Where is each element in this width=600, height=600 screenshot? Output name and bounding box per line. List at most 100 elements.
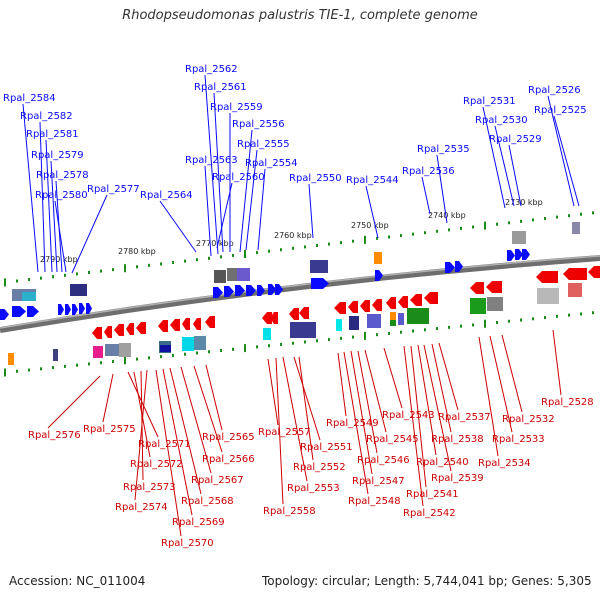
minor-tick xyxy=(196,258,198,262)
reverse-gene-leader xyxy=(431,343,452,433)
minor-tick xyxy=(568,313,570,317)
minor-tick xyxy=(112,360,114,364)
reverse-gene-arrow xyxy=(360,300,370,312)
minor-tick xyxy=(472,225,474,229)
scale-label: 2770 kbp xyxy=(196,239,234,248)
reverse-gene-leader xyxy=(205,364,223,431)
reverse-gene-arrow xyxy=(114,324,124,336)
reverse-feature-box xyxy=(367,314,381,328)
forward-gene-arrow xyxy=(311,278,329,289)
minor-tick xyxy=(508,221,510,225)
minor-tick xyxy=(208,256,210,260)
minor-tick xyxy=(28,278,30,282)
forward-gene-label: Rpal_2529 xyxy=(489,134,542,145)
forward-gene-leader xyxy=(239,129,253,253)
forward-gene-leader xyxy=(22,103,39,273)
reverse-feature-box xyxy=(568,283,582,297)
forward-gene-label: Rpal_2584 xyxy=(3,93,56,104)
reverse-feature-box xyxy=(290,322,316,338)
minor-tick xyxy=(316,243,318,247)
forward-gene-label: Rpal_2580 xyxy=(35,190,88,201)
forward-feature-box xyxy=(70,284,87,296)
major-tick xyxy=(244,250,246,259)
reverse-gene-label: Rpal_2534 xyxy=(478,458,531,469)
reverse-gene-label: Rpal_2569 xyxy=(172,517,225,528)
minor-tick xyxy=(328,338,330,342)
minor-tick xyxy=(592,311,594,315)
reverse-feature-box xyxy=(194,336,206,350)
forward-feature-box xyxy=(22,292,36,301)
minor-tick xyxy=(136,357,138,361)
forward-gene-arrow xyxy=(445,262,455,273)
minor-tick xyxy=(76,272,78,276)
forward-gene-arrow xyxy=(58,304,64,315)
minor-tick xyxy=(160,355,162,359)
reverse-gene-leader xyxy=(102,373,114,423)
reverse-gene-leader xyxy=(337,352,347,417)
minor-tick xyxy=(28,368,30,372)
major-tick xyxy=(124,356,126,365)
scale-label: 2750 kbp xyxy=(351,221,389,230)
minor-tick xyxy=(532,218,534,222)
reverse-gene-label: Rpal_2546 xyxy=(357,455,410,466)
minor-tick xyxy=(580,312,582,316)
major-tick xyxy=(4,368,6,377)
reverse-gene-arrow xyxy=(299,307,309,319)
reverse-gene-label: Rpal_2573 xyxy=(123,482,176,493)
minor-tick xyxy=(112,268,114,272)
reverse-feature-box xyxy=(537,288,559,304)
minor-tick xyxy=(16,279,18,283)
reverse-gene-leader xyxy=(343,351,369,495)
major-tick xyxy=(364,235,366,244)
forward-gene-leader xyxy=(159,200,197,253)
reverse-gene-leader xyxy=(180,366,212,474)
reverse-feature-box xyxy=(93,346,103,358)
reverse-gene-leader xyxy=(357,350,378,454)
forward-gene-label: Rpal_2531 xyxy=(463,96,516,107)
forward-gene-label: Rpal_2582 xyxy=(20,111,73,122)
reverse-gene-arrow xyxy=(372,299,382,311)
forward-gene-arrow xyxy=(275,284,283,295)
reverse-gene-label: Rpal_2568 xyxy=(181,496,234,507)
reverse-gene-arrow xyxy=(424,292,438,304)
forward-feature-box xyxy=(512,231,526,244)
minor-tick xyxy=(460,324,462,328)
reverse-feature-box xyxy=(487,297,503,311)
forward-gene-label: Rpal_2530 xyxy=(475,115,528,126)
reverse-gene-leader xyxy=(169,367,202,495)
forward-gene-arrow xyxy=(65,304,71,315)
minor-tick xyxy=(52,275,54,279)
minor-tick xyxy=(532,317,534,321)
minor-tick xyxy=(412,329,414,333)
minor-tick xyxy=(400,330,402,334)
reverse-gene-label: Rpal_2570 xyxy=(161,538,214,549)
minor-tick xyxy=(340,241,342,245)
reverse-gene-label: Rpal_2545 xyxy=(366,434,419,445)
reverse-gene-leader xyxy=(438,342,459,411)
reverse-feature-box xyxy=(390,312,396,322)
reverse-gene-leader xyxy=(155,369,182,537)
reverse-gene-label: Rpal_2557 xyxy=(258,427,311,438)
major-tick xyxy=(244,344,246,353)
reverse-gene-leader xyxy=(293,356,321,441)
forward-gene-arrow xyxy=(455,261,463,272)
genome-backbone xyxy=(0,255,600,333)
reverse-gene-label: Rpal_2538 xyxy=(431,434,484,445)
minor-tick xyxy=(568,214,570,218)
minor-tick xyxy=(556,314,558,318)
reverse-feature-box xyxy=(398,313,404,325)
reverse-feature-box xyxy=(182,337,194,351)
minor-tick xyxy=(64,273,66,277)
forward-gene-label: Rpal_2525 xyxy=(534,105,587,116)
reverse-gene-label: Rpal_2541 xyxy=(406,489,459,500)
minor-tick xyxy=(496,320,498,324)
forward-gene-arrow xyxy=(257,285,265,296)
forward-gene-arrow xyxy=(72,304,78,315)
reverse-gene-leader xyxy=(364,349,387,433)
minor-tick xyxy=(472,323,474,327)
forward-gene-leader xyxy=(547,95,575,207)
minor-tick xyxy=(148,356,150,360)
forward-gene-leader xyxy=(71,194,108,274)
forward-gene-leader xyxy=(365,185,379,239)
major-tick xyxy=(4,278,6,287)
